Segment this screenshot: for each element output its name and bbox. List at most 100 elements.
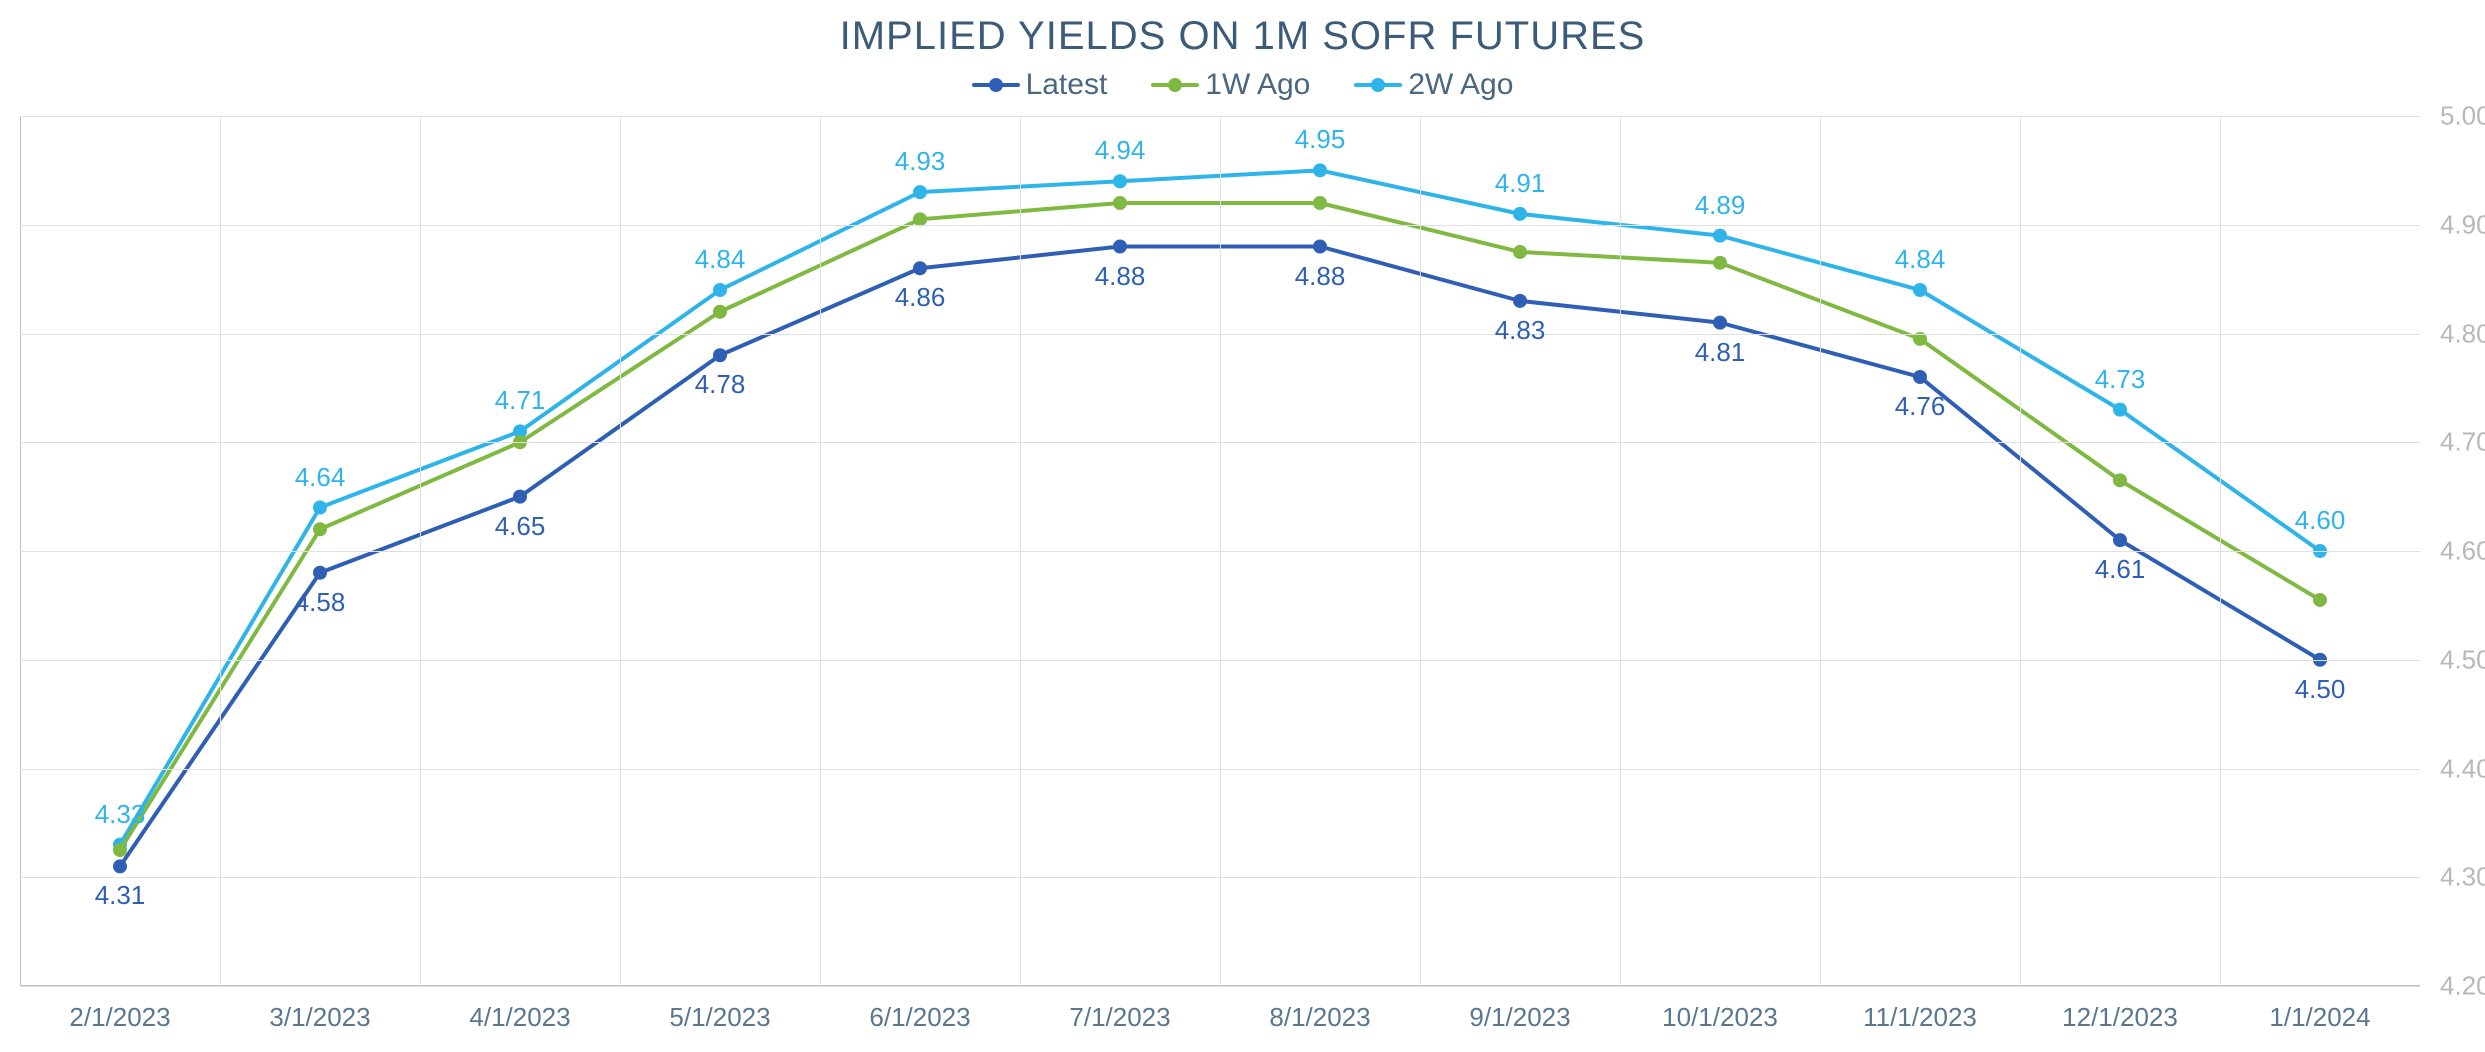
data-label-w2: 4.60: [2295, 505, 2346, 536]
x-tick-label: 11/1/2023: [1863, 1002, 1977, 1033]
series-marker-latest: [1713, 316, 1727, 330]
series-marker-latest: [513, 490, 527, 504]
data-label-w2: 4.93: [895, 146, 946, 177]
y-tick-label: 5.00: [2440, 101, 2485, 132]
series-marker-latest: [1113, 240, 1127, 254]
series-marker-w2: [1513, 207, 1527, 221]
x-tick-label: 1/1/2024: [2269, 1002, 2370, 1033]
x-tick-label: 4/1/2023: [469, 1002, 570, 1033]
data-label-latest: 4.50: [2295, 674, 2346, 705]
series-marker-w2: [113, 838, 127, 852]
series-marker-latest: [1313, 240, 1327, 254]
data-label-w2: 4.84: [695, 244, 746, 275]
y-tick-label: 4.20: [2440, 971, 2485, 1002]
legend-item-w2: 2W Ago: [1354, 68, 1513, 102]
chart-title: IMPLIED YIELDS ON 1M SOFR FUTURES: [0, 14, 2485, 59]
data-label-latest: 4.61: [2095, 554, 2146, 585]
series-marker-w1: [113, 843, 127, 857]
x-tick-label: 2/1/2023: [69, 1002, 170, 1033]
series-marker-w1: [1713, 256, 1727, 270]
series-marker-latest: [113, 859, 127, 873]
data-label-w2: 4.64: [295, 462, 346, 493]
data-label-latest: 4.81: [1695, 337, 1746, 368]
y-tick-label: 4.80: [2440, 318, 2485, 349]
data-label-latest: 4.83: [1495, 315, 1546, 346]
series-marker-w1: [2313, 593, 2327, 607]
series-marker-w2: [1313, 163, 1327, 177]
series-marker-w1: [2113, 473, 2127, 487]
series-marker-w2: [1113, 174, 1127, 188]
data-label-w2: 4.71: [495, 385, 546, 416]
data-label-w2: 4.33: [95, 799, 146, 830]
series-marker-w2: [513, 424, 527, 438]
series-marker-latest: [713, 348, 727, 362]
data-label-w2: 4.73: [2095, 364, 2146, 395]
data-label-latest: 4.78: [695, 369, 746, 400]
series-marker-latest: [913, 261, 927, 275]
grid-v: [620, 116, 621, 986]
chart-legend: Latest 1W Ago 2W Ago: [0, 68, 2485, 102]
data-label-latest: 4.88: [1295, 261, 1346, 292]
grid-h: [20, 986, 2420, 987]
grid-v: [420, 116, 421, 986]
grid-v: [1620, 116, 1621, 986]
x-tick-label: 7/1/2023: [1069, 1002, 1170, 1033]
data-label-w2: 4.94: [1095, 135, 1146, 166]
series-marker-w1: [713, 305, 727, 319]
legend-item-w1: 1W Ago: [1151, 68, 1310, 102]
data-label-latest: 4.86: [895, 282, 946, 313]
y-tick-label: 4.30: [2440, 862, 2485, 893]
legend-swatch-line: [1354, 83, 1402, 87]
x-tick-label: 10/1/2023: [1662, 1002, 1778, 1033]
y-tick-label: 4.40: [2440, 753, 2485, 784]
grid-v: [1020, 116, 1021, 986]
series-marker-w1: [1113, 196, 1127, 210]
x-tick-label: 8/1/2023: [1269, 1002, 1370, 1033]
x-tick-label: 12/1/2023: [2062, 1002, 2178, 1033]
grid-v: [220, 116, 221, 986]
series-marker-w2: [1713, 229, 1727, 243]
series-marker-latest: [1513, 294, 1527, 308]
series-marker-w2: [313, 501, 327, 515]
grid-v: [1220, 116, 1221, 986]
y-tick-label: 4.70: [2440, 427, 2485, 458]
grid-v: [2020, 116, 2021, 986]
legend-swatch-dot: [1371, 78, 1385, 92]
grid-v: [1420, 116, 1421, 986]
y-tick-label: 4.60: [2440, 536, 2485, 567]
legend-swatch-line: [972, 83, 1020, 87]
grid-v: [1820, 116, 1821, 986]
series-marker-w2: [1913, 283, 1927, 297]
legend-label: 2W Ago: [1408, 68, 1513, 102]
series-marker-w1: [313, 522, 327, 536]
data-label-latest: 4.88: [1095, 261, 1146, 292]
data-label-w2: 4.89: [1695, 190, 1746, 221]
grid-v: [820, 116, 821, 986]
series-marker-w2: [713, 283, 727, 297]
x-tick-label: 6/1/2023: [869, 1002, 970, 1033]
data-label-w2: 4.95: [1295, 124, 1346, 155]
plot-area: 4.204.304.404.504.604.704.804.905.002/1/…: [20, 116, 2420, 986]
series-marker-w1: [1513, 245, 1527, 259]
series-marker-w2: [2113, 403, 2127, 417]
grid-v: [2220, 116, 2221, 986]
data-label-latest: 4.58: [295, 587, 346, 618]
data-label-latest: 4.76: [1895, 391, 1946, 422]
legend-label: Latest: [1026, 68, 1108, 102]
sofr-chart: IMPLIED YIELDS ON 1M SOFR FUTURES Latest…: [0, 0, 2485, 1052]
data-label-latest: 4.31: [95, 880, 146, 911]
data-label-w2: 4.91: [1495, 168, 1546, 199]
series-marker-latest: [1913, 370, 1927, 384]
data-label-w2: 4.84: [1895, 244, 1946, 275]
series-marker-latest: [313, 566, 327, 580]
y-tick-label: 4.50: [2440, 644, 2485, 675]
legend-swatch-dot: [1168, 78, 1182, 92]
x-tick-label: 9/1/2023: [1469, 1002, 1570, 1033]
series-marker-w1: [1313, 196, 1327, 210]
legend-label: 1W Ago: [1205, 68, 1310, 102]
data-label-latest: 4.65: [495, 511, 546, 542]
x-tick-label: 5/1/2023: [669, 1002, 770, 1033]
x-tick-label: 3/1/2023: [269, 1002, 370, 1033]
series-marker-latest: [2113, 533, 2127, 547]
y-tick-label: 4.90: [2440, 209, 2485, 240]
